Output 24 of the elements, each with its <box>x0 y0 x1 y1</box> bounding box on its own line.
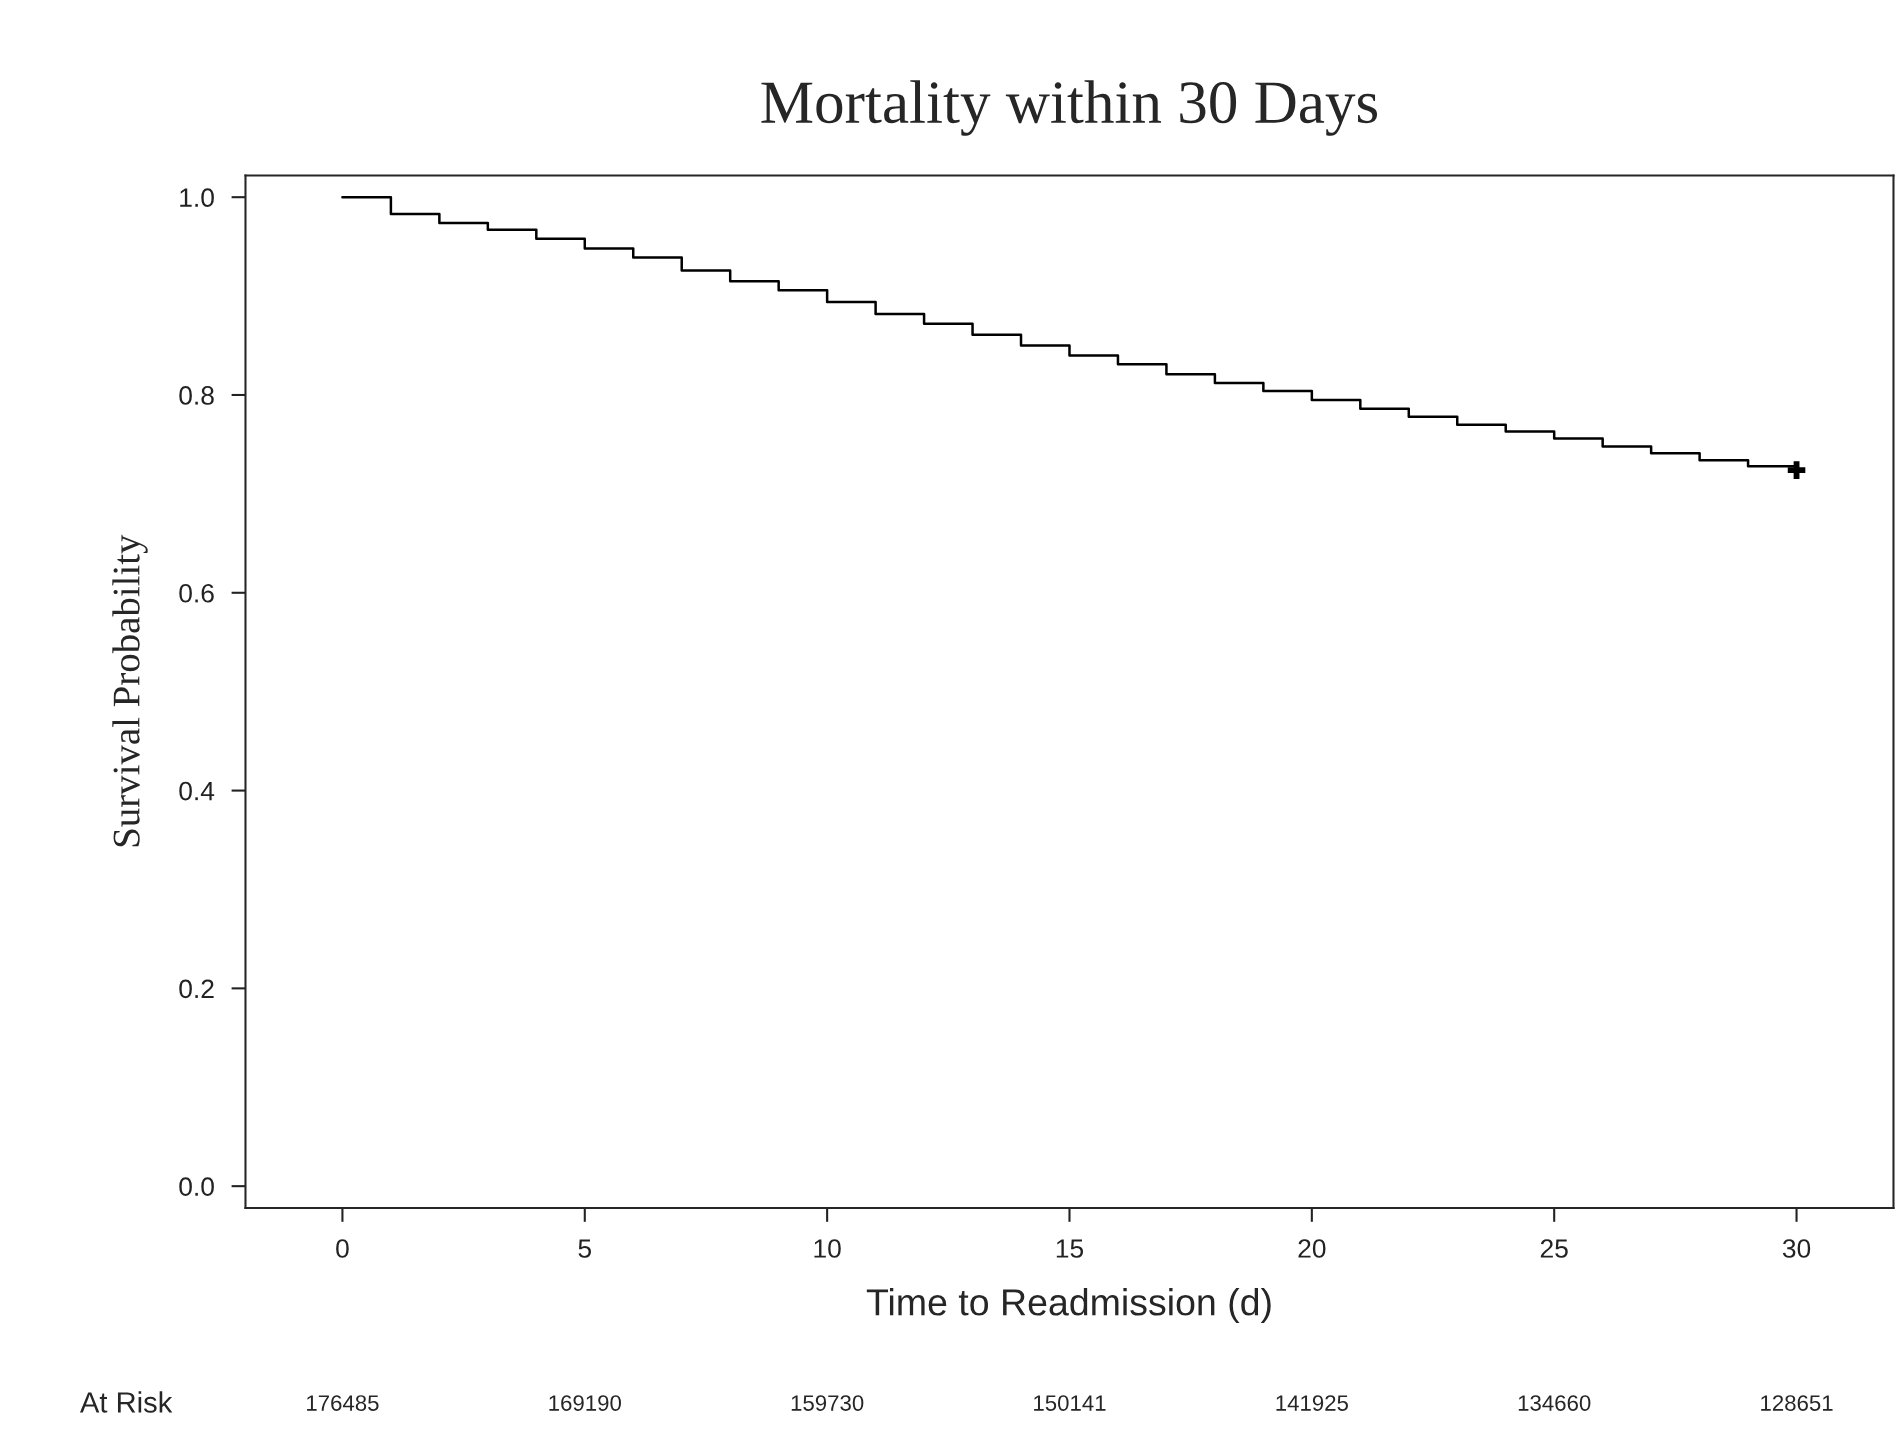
chart-title: Mortality within 30 Days <box>761 80 1378 136</box>
text: 150141 <box>1034 1395 1106 1411</box>
x-tick-label: 20 <box>1298 1239 1326 1258</box>
text: 134660 <box>1518 1395 1591 1411</box>
x-tick-label: 15 <box>1056 1239 1084 1258</box>
x-tick-label: 10 <box>814 1239 841 1258</box>
x-tick-label: 30 <box>1782 1239 1811 1258</box>
y-tick-label: 0.4 <box>179 781 215 801</box>
y-tick-label: 0.2 <box>179 979 214 999</box>
text: At Risk <box>79 1391 173 1413</box>
x-tick-label: 0 <box>336 1239 349 1258</box>
text: 128651 <box>1761 1395 1833 1411</box>
text: 169190 <box>549 1395 621 1411</box>
y-tick-label: 0.6 <box>179 583 214 603</box>
text: 176485 <box>307 1395 379 1411</box>
y-tick-label: 0.0 <box>179 1177 214 1196</box>
text: 141925 <box>1276 1395 1348 1411</box>
y-tick-label: 0.8 <box>179 386 214 405</box>
x-tick-label: 25 <box>1540 1239 1568 1258</box>
x-tick-label: 5 <box>578 1239 592 1258</box>
text: 159730 <box>791 1395 864 1411</box>
x-axis-title: Time to Readmission (d) <box>866 1288 1271 1324</box>
y-axis-title: Survival Probability <box>112 534 148 847</box>
y-tick-label: 1.0 <box>180 188 214 208</box>
